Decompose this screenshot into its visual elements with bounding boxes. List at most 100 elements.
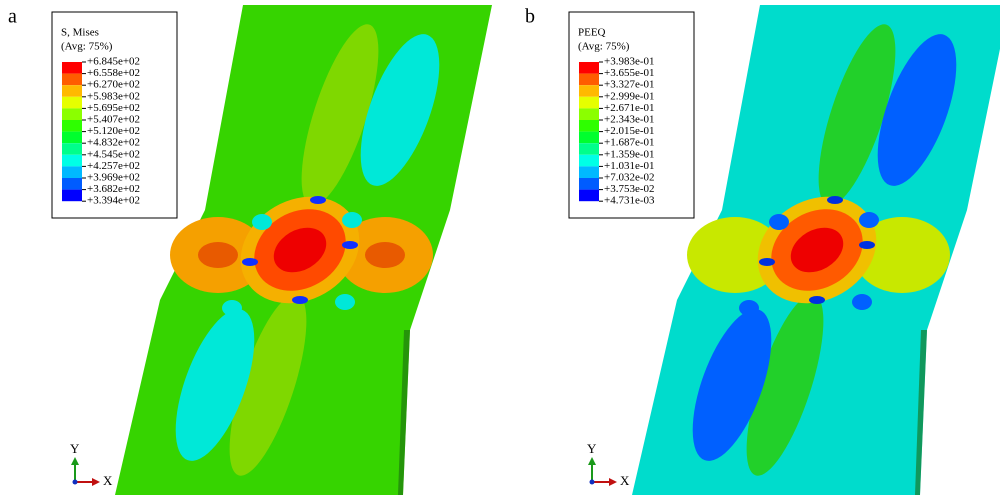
legend-band	[579, 166, 599, 178]
panel: b PEEQ (Avg: 75%) +3.983e-01+3.655e-01+3.32…	[525, 5, 1000, 495]
legend-band	[62, 73, 82, 86]
contour	[342, 212, 362, 228]
legend-band	[62, 62, 82, 74]
contour	[252, 214, 272, 230]
legend-level: +5.407e+02	[87, 114, 140, 126]
legend-band	[579, 143, 599, 155]
contour	[365, 242, 405, 268]
contour	[809, 296, 825, 304]
contour	[273, 227, 327, 273]
axis-x-head	[609, 478, 617, 486]
legend-level: +4.731e-03	[604, 195, 655, 207]
legend-band	[62, 189, 82, 202]
legend-band	[62, 143, 82, 155]
legend-band	[62, 131, 82, 144]
legend-level: +5.120e+02	[87, 125, 140, 137]
contour	[198, 242, 238, 268]
legend-level: +4.545e+02	[87, 148, 140, 160]
legend-level: +1.031e-01	[604, 160, 655, 172]
contour	[859, 212, 879, 228]
legend-band	[62, 120, 82, 132]
contour	[292, 296, 308, 304]
axis-y-head	[71, 457, 79, 465]
contour	[827, 196, 843, 204]
legend-band	[579, 131, 599, 144]
contour	[759, 258, 775, 266]
panel-label: a	[8, 6, 17, 28]
axis-origin	[72, 479, 78, 485]
legend-title: PEEQ	[578, 27, 606, 39]
legend-level: +6.845e+02	[87, 56, 140, 68]
contour	[692, 309, 772, 461]
legend-band	[62, 166, 82, 178]
triad-x: X	[620, 473, 630, 488]
legend-level: +4.832e+02	[87, 137, 140, 149]
axis-y-head	[588, 457, 596, 465]
contour	[790, 227, 844, 273]
contour	[229, 294, 307, 476]
legend-level: +4.257e+02	[87, 160, 140, 172]
contour	[882, 242, 922, 268]
panel: aS, Mises(Avg: 75%)+6.845e+02+6.558e+02+…	[8, 5, 492, 495]
legend-band	[579, 62, 599, 74]
contour	[852, 294, 872, 310]
plate-edge	[915, 330, 927, 495]
contour	[222, 300, 242, 316]
axis-x-head	[92, 478, 100, 486]
legend-level: +1.687e-01	[604, 137, 655, 149]
legend-level: +5.983e+02	[87, 90, 140, 102]
contour	[715, 242, 755, 268]
contour	[342, 241, 358, 249]
legend-band	[579, 154, 599, 167]
contour	[242, 258, 258, 266]
contour	[877, 34, 957, 186]
legend-level: +6.270e+02	[87, 79, 140, 91]
legend-band	[62, 108, 82, 120]
triad-y: Y	[587, 441, 597, 456]
legend-band	[62, 96, 82, 109]
legend-level: +7.032e-02	[604, 172, 655, 184]
legend-band	[579, 73, 599, 86]
legend-level: +3.983e-01	[604, 56, 655, 68]
contour	[818, 24, 896, 206]
legend-band	[579, 96, 599, 109]
legend-subtitle: (Avg: 75%)	[61, 41, 113, 53]
legend-level: +1.359e-01	[604, 148, 655, 160]
contour	[739, 300, 759, 316]
contour	[335, 294, 355, 310]
legend-band	[62, 85, 82, 97]
legend-level: +3.682e+02	[87, 183, 140, 195]
legend-band	[579, 120, 599, 132]
legend-level: +3.655e-01	[604, 67, 655, 79]
legend-band	[579, 189, 599, 202]
contour	[310, 196, 326, 204]
contour	[769, 214, 789, 230]
legend-band	[62, 178, 82, 190]
contour	[360, 34, 440, 186]
axis-origin	[589, 479, 595, 485]
panel-label: b	[525, 6, 535, 28]
legend-band	[579, 85, 599, 97]
legend-level: +2.999e-01	[604, 90, 655, 102]
legend-title: S, Mises	[61, 27, 99, 39]
contour	[301, 24, 379, 206]
legend-band	[579, 178, 599, 190]
legend-level: +5.695e+02	[87, 102, 140, 114]
legend-level: +2.015e-01	[604, 125, 655, 137]
legend-level: +2.671e-01	[604, 102, 655, 114]
legend-level: +3.394e+02	[87, 195, 140, 207]
legend-band	[62, 154, 82, 167]
legend-level: +3.327e-01	[604, 79, 655, 91]
contour	[859, 241, 875, 249]
contour	[746, 294, 824, 476]
legend-level: +2.343e-01	[604, 114, 655, 126]
plate-edge	[398, 330, 410, 495]
legend-band	[579, 108, 599, 120]
contour	[175, 309, 255, 461]
legend-subtitle: (Avg: 75%)	[578, 41, 630, 53]
triad-y: Y	[70, 441, 80, 456]
legend-level: +3.753e-02	[604, 183, 655, 195]
legend-level: +6.558e+02	[87, 67, 140, 79]
legend-level: +3.969e+02	[87, 172, 140, 184]
